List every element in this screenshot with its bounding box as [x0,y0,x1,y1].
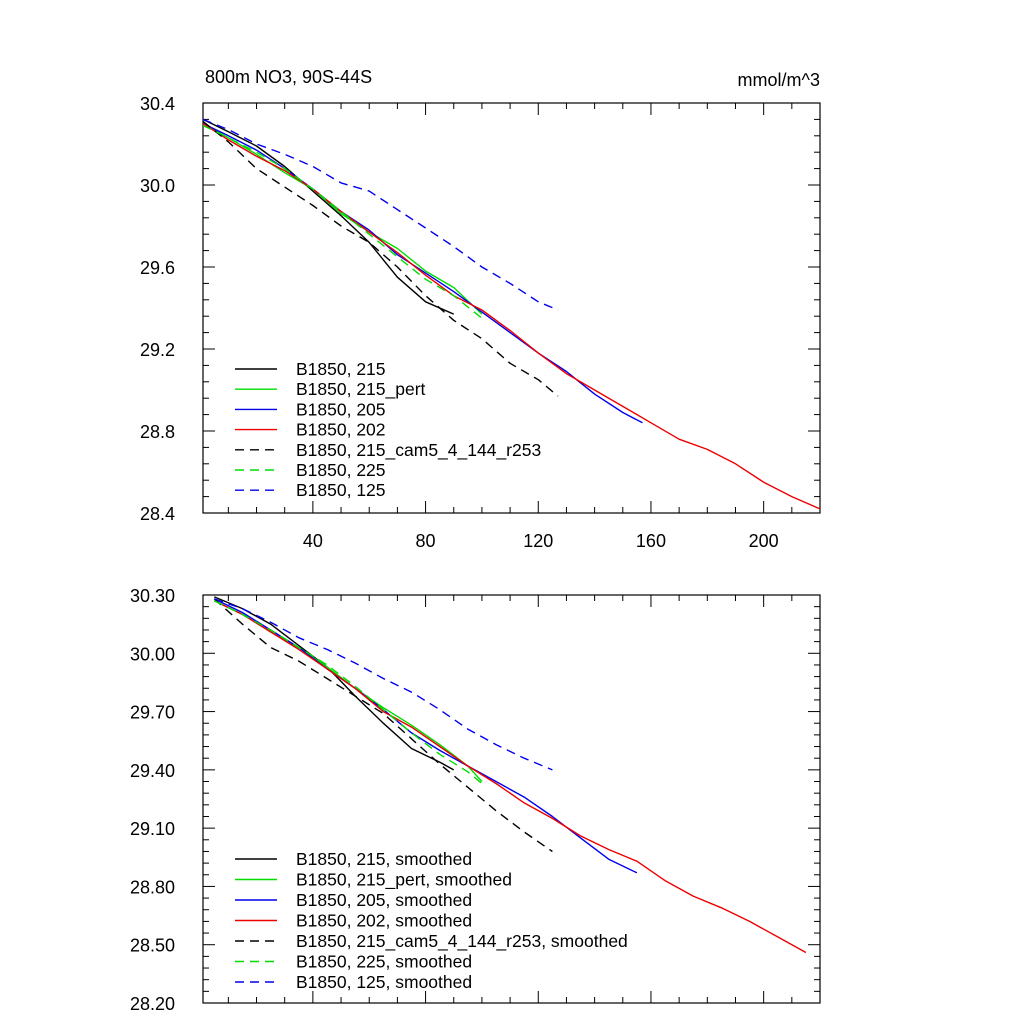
legend-label: B1850, 215_pert [296,379,426,400]
x-tick-label: 40 [303,531,323,551]
series-line [202,118,454,315]
legend-label: B1850, 205, smoothed [296,890,472,910]
legend-label: B1850, 125 [296,480,386,500]
x-tick-label: 160 [636,531,666,551]
legend-label: B1850, 215 [296,359,386,379]
y-tick-label: 30.4 [140,94,175,114]
x-tick-label: 80 [416,531,436,551]
y-tick-label: 30.0 [140,176,175,196]
series-line [202,118,559,311]
series-line [202,122,821,510]
y-tick-label: 29.40 [130,761,175,781]
series-line [213,600,483,782]
legend-label: B1850, 202 [296,420,386,440]
y-tick-label: 29.6 [140,258,175,278]
series-line [214,598,553,771]
series-line [213,598,553,853]
panel-top: 800m NO3, 90S-44S mmol/m^3 28.4 28.8 29.2 2… [140,67,821,551]
y-tick-label: 30.00 [130,644,175,664]
series-line [202,124,483,319]
legend-label: B1850, 215_pert, smoothed [296,870,512,891]
y-tick-label: 29.2 [140,340,175,360]
y-tick-label: 30.30 [130,586,175,606]
series-line [213,600,483,785]
y-tick-label: 28.50 [130,936,175,956]
legend-label: B1850, 215_cam5_4_144_r253, smoothed [296,931,628,952]
x-tick-label: 200 [749,531,779,551]
panel-bottom: 28.20 28.50 28.80 29.10 29.40 29.70 30.00 30.30… [130,586,821,1014]
series-line [202,120,559,397]
x-tick-label: 120 [523,531,553,551]
legend-label: B1850, 125, smoothed [296,972,472,992]
y-tick-label: 29.70 [130,703,175,723]
series-line [202,122,483,315]
legend-label: B1850, 225 [296,460,386,480]
legend-label: B1850, 202, smoothed [296,911,472,931]
y-tick-label: 29.10 [130,819,175,839]
panel-top-units: mmol/m^3 [738,70,820,90]
legend-label: B1850, 215, smoothed [296,849,472,869]
y-tick-label: 28.4 [140,504,175,524]
panel-top-title: 800m NO3, 90S-44S [205,67,372,87]
legend-label: B1850, 205 [296,399,386,419]
legend-label: B1850, 225, smoothed [296,952,472,972]
y-tick-label: 28.8 [140,422,175,442]
series-line [214,596,455,771]
plot-frame [202,102,821,514]
plot-frame [202,594,821,1004]
legend-label: B1850, 215_cam5_4_144_r253 [296,440,541,461]
series-line [213,600,807,954]
y-tick-label: 28.20 [130,994,175,1014]
y-tick-label: 28.80 [130,877,175,897]
